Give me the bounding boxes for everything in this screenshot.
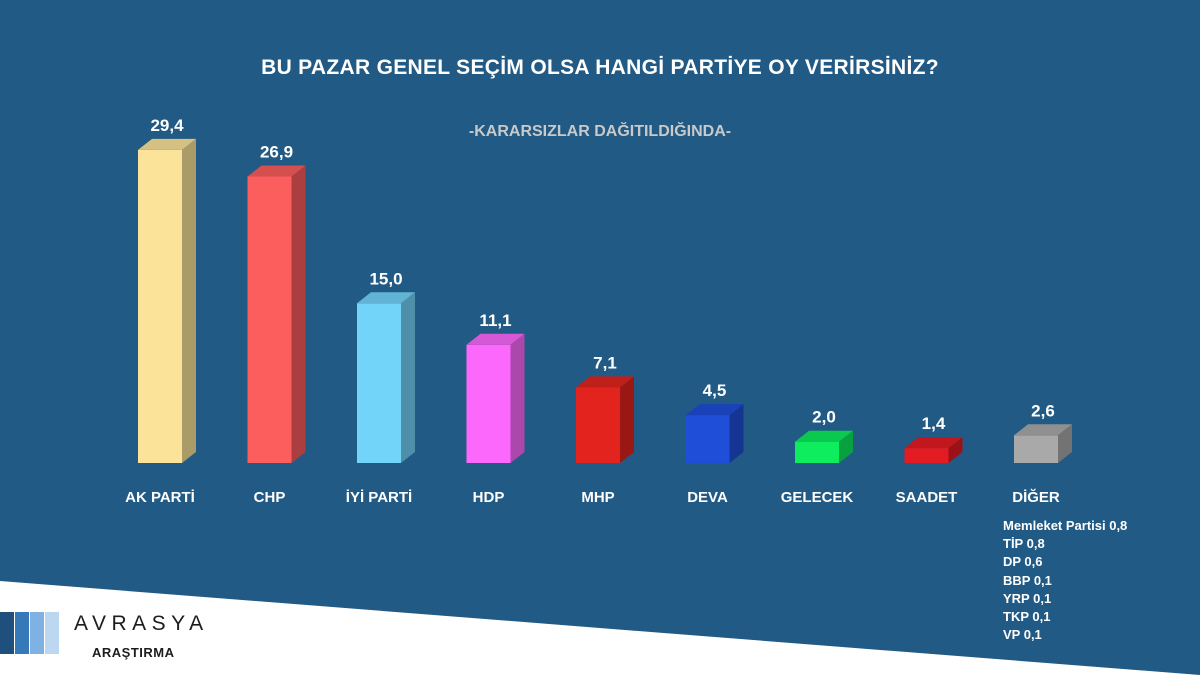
bar-top: [904, 437, 963, 449]
bar-side: [182, 138, 196, 463]
others-item: YRP 0,1: [1003, 590, 1052, 606]
category-label: DİĞER: [1012, 488, 1060, 506]
data-label: 29,4: [150, 116, 184, 135]
logo-subtitle: ARAŞTIRMA: [92, 645, 175, 660]
bar-side: [620, 376, 634, 463]
bar: [138, 149, 182, 463]
data-label: 26,9: [260, 143, 293, 162]
category-label: SAADET: [896, 489, 958, 506]
bar-side: [291, 165, 306, 463]
logo-name: AVRASYA: [74, 612, 209, 635]
bar-group: [904, 437, 963, 463]
bar-group: [466, 333, 525, 463]
others-list: Memleket Partisi 0,8 TİP 0,8 DP 0,6 BBP …: [1003, 517, 1127, 644]
bar-side: [1058, 424, 1072, 463]
others-item: Memleket Partisi 0,8: [1003, 518, 1128, 533]
bar-group: [795, 430, 853, 463]
bar: [1014, 435, 1058, 463]
category-label: GELECEK: [781, 489, 854, 506]
bar-side: [510, 333, 525, 463]
bar-side: [948, 437, 963, 463]
others-item: TİP 0,8: [1003, 536, 1045, 552]
bar-top: [795, 430, 853, 442]
data-label: 4,5: [703, 381, 727, 400]
category-label: AK PARTİ: [125, 489, 195, 506]
others-item: BBP 0,1: [1003, 572, 1052, 588]
bar: [357, 303, 401, 463]
bar-top: [685, 404, 744, 416]
bar: [904, 448, 949, 463]
bar-top: [138, 138, 196, 150]
category-label: DEVA: [687, 489, 728, 506]
bar-top: [357, 292, 415, 304]
category-label: HDP: [473, 489, 505, 506]
chart-subtitle: -KARARSIZLAR DAĞITILDIĞINDA-: [468, 123, 732, 140]
bar: [795, 441, 839, 463]
bar-top: [247, 165, 306, 177]
others-item: VP 0,1: [1003, 627, 1042, 643]
others-item: DP 0,6: [1003, 554, 1043, 570]
data-label: 2,6: [1031, 401, 1055, 420]
bar-group: [576, 376, 634, 463]
bar-top: [1014, 424, 1072, 436]
bar-group: [357, 292, 415, 463]
category-label: CHP: [254, 489, 286, 506]
chart-title: BU PAZAR GENEL SEÇİM OLSA HANGİ PARTİYE …: [261, 56, 939, 79]
bar-side: [729, 404, 744, 463]
logo-bar: [45, 612, 59, 654]
bar-group: [247, 165, 306, 463]
bar: [247, 176, 292, 463]
bar-group: [685, 404, 744, 463]
bar: [466, 344, 511, 463]
data-label: 1,4: [922, 414, 946, 433]
bar-group: [138, 138, 196, 463]
bar-top: [576, 376, 634, 388]
bar-group: [1014, 424, 1072, 463]
category-label: MHP: [581, 489, 614, 506]
bar-side: [401, 292, 415, 463]
category-label: İYİ PARTİ: [346, 489, 412, 506]
bar-top: [466, 333, 525, 345]
logo-bar: [0, 612, 14, 654]
bar: [576, 387, 620, 463]
bar: [685, 415, 730, 463]
bar-side: [839, 430, 853, 463]
logo-bar: [30, 612, 44, 654]
data-label: 7,1: [593, 353, 617, 372]
others-item: TKP 0,1: [1003, 609, 1051, 625]
data-label: 15,0: [369, 269, 402, 288]
data-label: 11,1: [479, 311, 511, 330]
logo-bar: [15, 612, 29, 654]
data-label: 2,0: [812, 408, 836, 427]
